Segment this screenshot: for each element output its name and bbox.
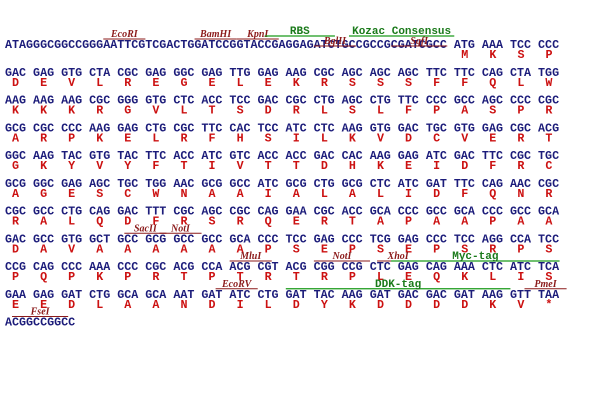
restriction-site: SgfI	[410, 36, 429, 47]
amino-acids: ARPKELRFHSILKVDCVERT	[12, 131, 573, 145]
restriction-site: NotI	[332, 251, 353, 262]
dna-sequence: GAA GAG GAT CTG GCA GCA AAT GAT ATC CTG …	[5, 288, 560, 302]
restriction-site: MluI	[239, 251, 262, 262]
restriction-site: PmeI	[534, 279, 557, 290]
tag-label: Myc-tag	[452, 251, 498, 263]
amino-acids: RALQDFRSRQERTAPAAPAA	[12, 215, 573, 229]
dna-sequence: GCG GGC GAG AGC TGC TGG AAC GCG GCC ATC …	[5, 177, 559, 191]
restriction-site: FseI	[30, 307, 51, 318]
amino-acids: DAVAAAAAAPSEPSEPSRPS	[12, 242, 573, 256]
restriction-site: NotI	[170, 223, 191, 234]
restriction-site: XhoI	[387, 251, 410, 262]
dna-sequence: AAG AAG AAG CGC GGG GTG CTC ACC TCC GAC …	[5, 94, 559, 108]
restriction-site: EcoRI	[110, 29, 139, 40]
tag-label: RBS	[290, 26, 310, 38]
dna-sequence: CCG CAG CCC AAA CCC CGC ACG CCA ACG CGT …	[5, 260, 560, 274]
amino-acids: AGESCWNAAIALALIDFQNR	[12, 187, 573, 201]
tag-label: DDK-tag	[375, 279, 421, 291]
dna-sequence: ACGGCCGGCC	[5, 316, 75, 330]
amino-acids: GKYVYFTIVTTDHKEIDFRC	[12, 159, 573, 173]
amino-acids: PQPKPRTPTRTRPLEQKLIS	[12, 270, 573, 284]
dna-sequence: GAC GAG GTG CTA CGC GAG GGC GAG TTG GAG …	[5, 66, 559, 80]
dna-sequence: GAC GCC GTG GCT GCC GCG GCC GCC GCA CCC …	[5, 232, 559, 246]
restriction-site: BamHI	[199, 29, 232, 40]
amino-acids: EEDLAANDILDYKDDDDKV*	[12, 298, 573, 312]
restriction-site: SacII	[134, 223, 158, 234]
dna-sequence: GCG CGC CCC AAG GAG CTG CGC TTC CAC TCC …	[5, 121, 559, 135]
amino-acids: MKSP	[461, 48, 573, 62]
amino-acids: DEVLREGELEKRSSSFFQLW	[12, 76, 573, 90]
amino-acids: KKKRGVLTSDRLSLFPASPR	[12, 104, 573, 118]
dna-sequence: CGC GCC CTG CAG GAC TTT CGC AGC CGC CAG …	[5, 205, 560, 219]
tag-label: Kozac Consensus	[352, 26, 451, 38]
restriction-site: KpnI	[246, 29, 269, 40]
dna-sequence: GGC AAG TAC GTG TAC TTC ACC ATC GTC ACC …	[5, 149, 559, 163]
restriction-site: EcoRV	[221, 279, 253, 290]
dna-sequence: ATAGGGCGGCCGGGAATTCGTCGACTGGATCCGGTACCGA…	[5, 38, 559, 52]
restriction-site: BglII	[323, 36, 347, 47]
